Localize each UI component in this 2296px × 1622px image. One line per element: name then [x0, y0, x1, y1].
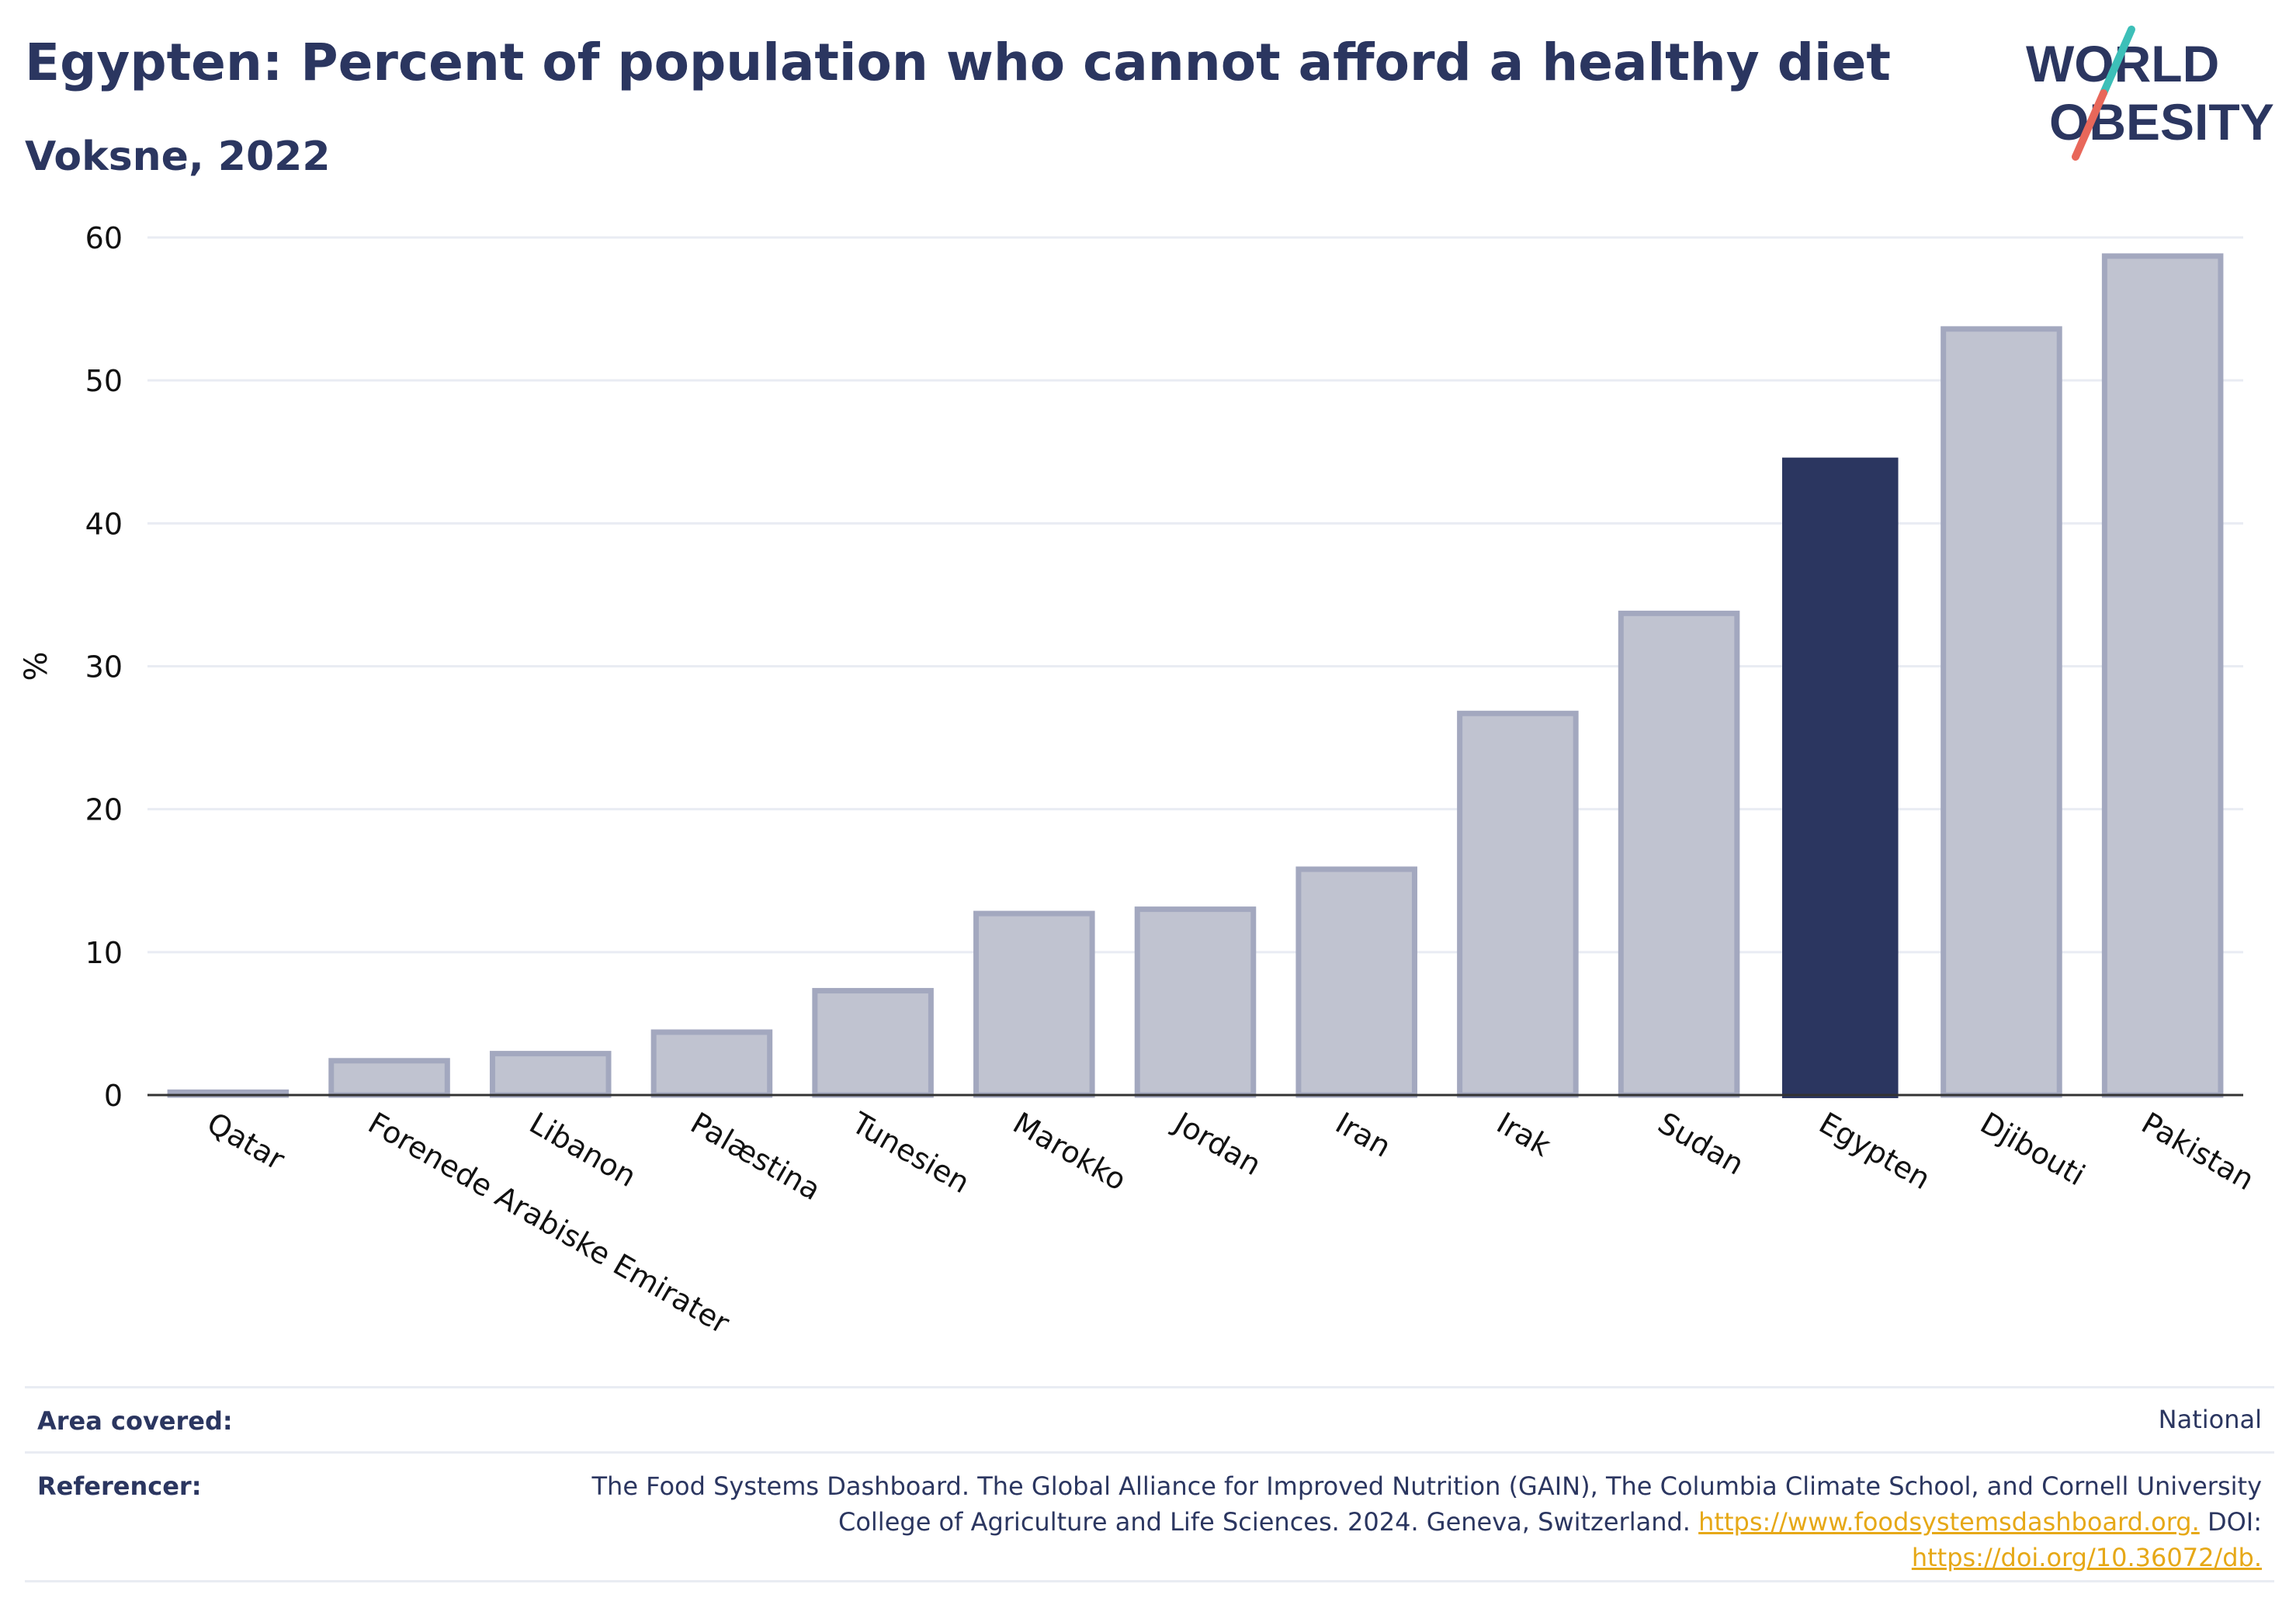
bar-chart: 0 10 20 30 40 50 60 Qatar Forenede Arabiske Emi…	[19, 221, 2260, 1341]
references-line2: College of Agriculture and Life Sciences…	[399, 1504, 2262, 1540]
footer-divider-middle	[25, 1451, 2274, 1454]
footer-divider-top	[25, 1386, 2274, 1388]
area-covered-label: Area covered:	[37, 1406, 233, 1436]
references-label: Referencer:	[37, 1471, 202, 1501]
x-tick-label: Iran	[1330, 1106, 1396, 1164]
x-tick-label: Sudan	[1653, 1106, 1750, 1182]
x-tick-label: Pakistan	[2136, 1106, 2260, 1197]
y-tick-labels: 0 10 20 30 40 50 60	[85, 221, 123, 1113]
y-tick-label: 10	[85, 936, 123, 970]
footer-divider-bottom	[25, 1580, 2274, 1582]
y-tick-label: 40	[85, 507, 123, 541]
logo-slash-bottom	[2072, 89, 2107, 161]
logo-slash-top	[2100, 26, 2135, 97]
x-tick-label: Palæstina	[685, 1106, 826, 1208]
world-obesity-logo: WORLD OBESITY	[2026, 26, 2274, 161]
x-tick-label: Marokko	[1008, 1106, 1132, 1197]
bar-egypten	[1782, 457, 1899, 1098]
bar-palæstina	[650, 1029, 773, 1098]
foodsystems-dashboard-link[interactable]: https://www.foodsystemsdashboard.org.	[1698, 1507, 2200, 1537]
bar-sudan	[1618, 610, 1740, 1098]
bar-marokko	[973, 910, 1095, 1098]
doi-label: DOI:	[2207, 1507, 2262, 1537]
x-tick-label: Tunesien	[845, 1105, 975, 1200]
x-tick-label: Qatar	[201, 1106, 290, 1177]
bar-jordan	[1134, 906, 1257, 1098]
y-tick-label: 0	[104, 1079, 123, 1113]
x-tick-label: Jordan	[1167, 1105, 1267, 1183]
y-tick-label: 60	[85, 221, 123, 255]
chart-subtitle: Voksne, 2022	[25, 133, 331, 180]
y-tick-label: 30	[85, 650, 123, 684]
bar-libanon	[489, 1051, 612, 1098]
references-line3: https://doi.org/10.36072/db.	[399, 1540, 2262, 1575]
chart-title: Egypten: Percent of population who canno…	[25, 33, 1891, 92]
bar-irak	[1457, 710, 1579, 1098]
x-tick-label: Djibouti	[1975, 1106, 2091, 1193]
bar-djibouti	[1941, 326, 2062, 1098]
bar-pakistan	[2101, 253, 2224, 1098]
y-tick-label: 50	[85, 364, 123, 398]
bar-forenede-arabiske-emirater	[328, 1058, 450, 1098]
references-line1: The Food Systems Dashboard. The Global A…	[591, 1471, 2262, 1501]
bar-tunesien	[812, 988, 934, 1098]
area-covered-value: National	[2158, 1405, 2262, 1434]
bar-iran	[1295, 866, 1417, 1098]
x-tick-label: Irak	[1491, 1106, 1556, 1163]
grid-lines	[147, 236, 2243, 954]
y-tick-label: 20	[85, 793, 123, 827]
y-axis-label: %	[19, 651, 54, 681]
doi-link[interactable]: https://doi.org/10.36072/db.	[1911, 1543, 2262, 1572]
references-line2-text: College of Agriculture and Life Sciences…	[838, 1507, 1691, 1537]
references-text: The Food Systems Dashboard. The Global A…	[399, 1468, 2262, 1575]
x-tick-label: Egypten	[1813, 1106, 1936, 1197]
x-tick-label: Libanon	[524, 1106, 642, 1194]
bars	[167, 253, 2224, 1098]
